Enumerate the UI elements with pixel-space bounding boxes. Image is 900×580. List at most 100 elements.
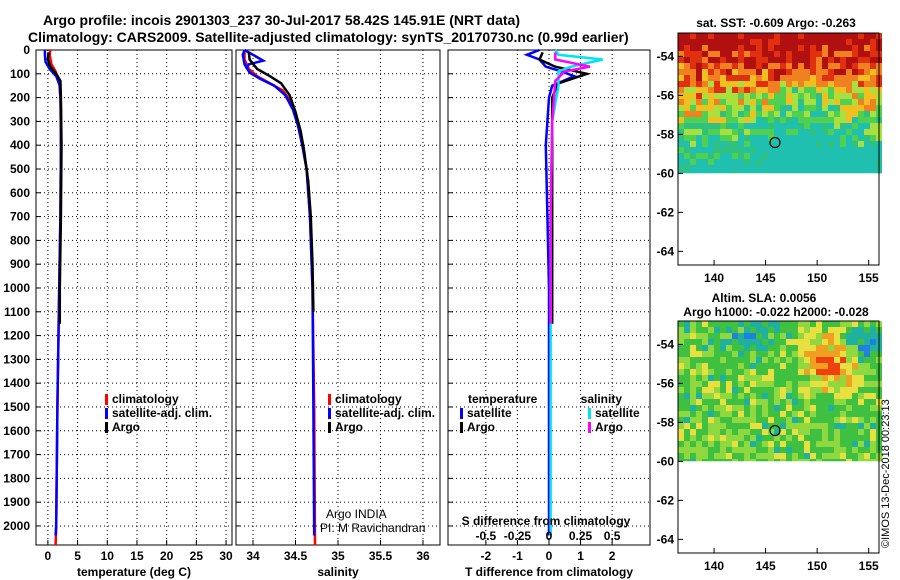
map-cell xyxy=(702,405,708,411)
map-cell xyxy=(834,99,840,105)
map-cell xyxy=(762,423,768,429)
salinity-tick-label: 0 xyxy=(546,529,553,543)
map-cell xyxy=(870,453,876,459)
map-cell xyxy=(822,93,828,99)
map-cell xyxy=(714,147,720,153)
map-cell xyxy=(798,33,804,39)
map-cell xyxy=(846,423,852,429)
map-cell xyxy=(762,153,768,159)
map-cell xyxy=(846,447,852,453)
map-cell xyxy=(690,453,696,459)
map-cell xyxy=(702,129,708,135)
map-cell xyxy=(840,117,846,123)
map-cell xyxy=(768,111,774,117)
map-cell xyxy=(846,105,852,111)
map-cell xyxy=(828,363,834,369)
map-cell xyxy=(828,171,834,174)
map-cell xyxy=(750,411,756,417)
map-cell xyxy=(756,45,762,51)
map-cell xyxy=(792,369,798,375)
map-cell xyxy=(786,153,792,159)
map-cell xyxy=(762,93,768,99)
map-cell xyxy=(810,147,816,153)
map-cell xyxy=(858,447,864,453)
map-cell xyxy=(678,87,684,93)
map-cell xyxy=(690,141,696,147)
y-tick-label: 1200 xyxy=(3,329,30,343)
map-cell xyxy=(756,381,762,387)
map-cell xyxy=(822,57,828,63)
map-cell xyxy=(732,105,738,111)
map-cell xyxy=(720,399,726,405)
map-cell xyxy=(780,333,786,339)
map-cell xyxy=(858,75,864,81)
map-cell xyxy=(768,153,774,159)
map-cell xyxy=(846,417,852,423)
map-cell xyxy=(744,171,750,174)
panel-differences: -2 -1 0 1 2T difference from climatologytemp… xyxy=(447,48,651,579)
map-cell xyxy=(774,357,780,363)
map-cell xyxy=(714,111,720,117)
map-cell xyxy=(870,333,876,339)
map-cell xyxy=(696,357,702,363)
legend-swatch xyxy=(328,394,331,405)
map-cell xyxy=(714,129,720,135)
map-cell xyxy=(804,129,810,135)
map-cell xyxy=(786,69,792,75)
map-cell xyxy=(846,81,852,87)
map-cell xyxy=(684,387,690,393)
map-cell xyxy=(690,45,696,51)
map-cell xyxy=(714,57,720,63)
x-tick-label: 35 xyxy=(331,549,345,563)
map-cell xyxy=(768,51,774,57)
map-cell xyxy=(768,159,774,165)
map-cell xyxy=(708,393,714,399)
map-cell xyxy=(810,429,816,435)
map-cell xyxy=(846,123,852,129)
map-cell xyxy=(738,393,744,399)
map-x-tick-label: 155 xyxy=(859,559,879,573)
map-cell xyxy=(864,111,870,117)
map-cell xyxy=(684,75,690,81)
map-cell xyxy=(714,351,720,357)
map-cell xyxy=(696,63,702,69)
map-cell xyxy=(726,87,732,93)
legend-label: satellite-adj. clim. xyxy=(335,406,435,420)
map-cell xyxy=(816,153,822,159)
map-cell xyxy=(678,75,684,81)
map-cell xyxy=(786,39,792,45)
map-cell xyxy=(684,345,690,351)
map-cell xyxy=(840,33,846,39)
map-cell xyxy=(834,411,840,417)
map-cell xyxy=(750,81,756,87)
x-tick-label: 0 xyxy=(45,549,52,563)
map-cell xyxy=(840,447,846,453)
map-cell xyxy=(732,357,738,363)
map-cell xyxy=(810,141,816,147)
map-cell xyxy=(834,399,840,405)
map-cell xyxy=(738,363,744,369)
map-cell xyxy=(720,411,726,417)
map-cell xyxy=(690,411,696,417)
map-cell xyxy=(834,63,840,69)
map-cell xyxy=(786,345,792,351)
map-cell xyxy=(816,69,822,75)
map-cell xyxy=(708,327,714,333)
map-cell xyxy=(828,111,834,117)
map-cell xyxy=(840,165,846,171)
map-cell xyxy=(816,345,822,351)
map-cell xyxy=(684,87,690,93)
map-cell xyxy=(780,375,786,381)
map-cell xyxy=(714,381,720,387)
map-cell xyxy=(798,135,804,141)
map-cell xyxy=(804,453,810,459)
map-cell xyxy=(780,441,786,447)
map-cell xyxy=(858,405,864,411)
map-cell xyxy=(864,321,870,327)
map-cell xyxy=(744,429,750,435)
map-cell xyxy=(816,441,822,447)
map-cell xyxy=(726,159,732,165)
map-cell xyxy=(750,375,756,381)
map-cell xyxy=(696,117,702,123)
map-cell xyxy=(828,45,834,51)
